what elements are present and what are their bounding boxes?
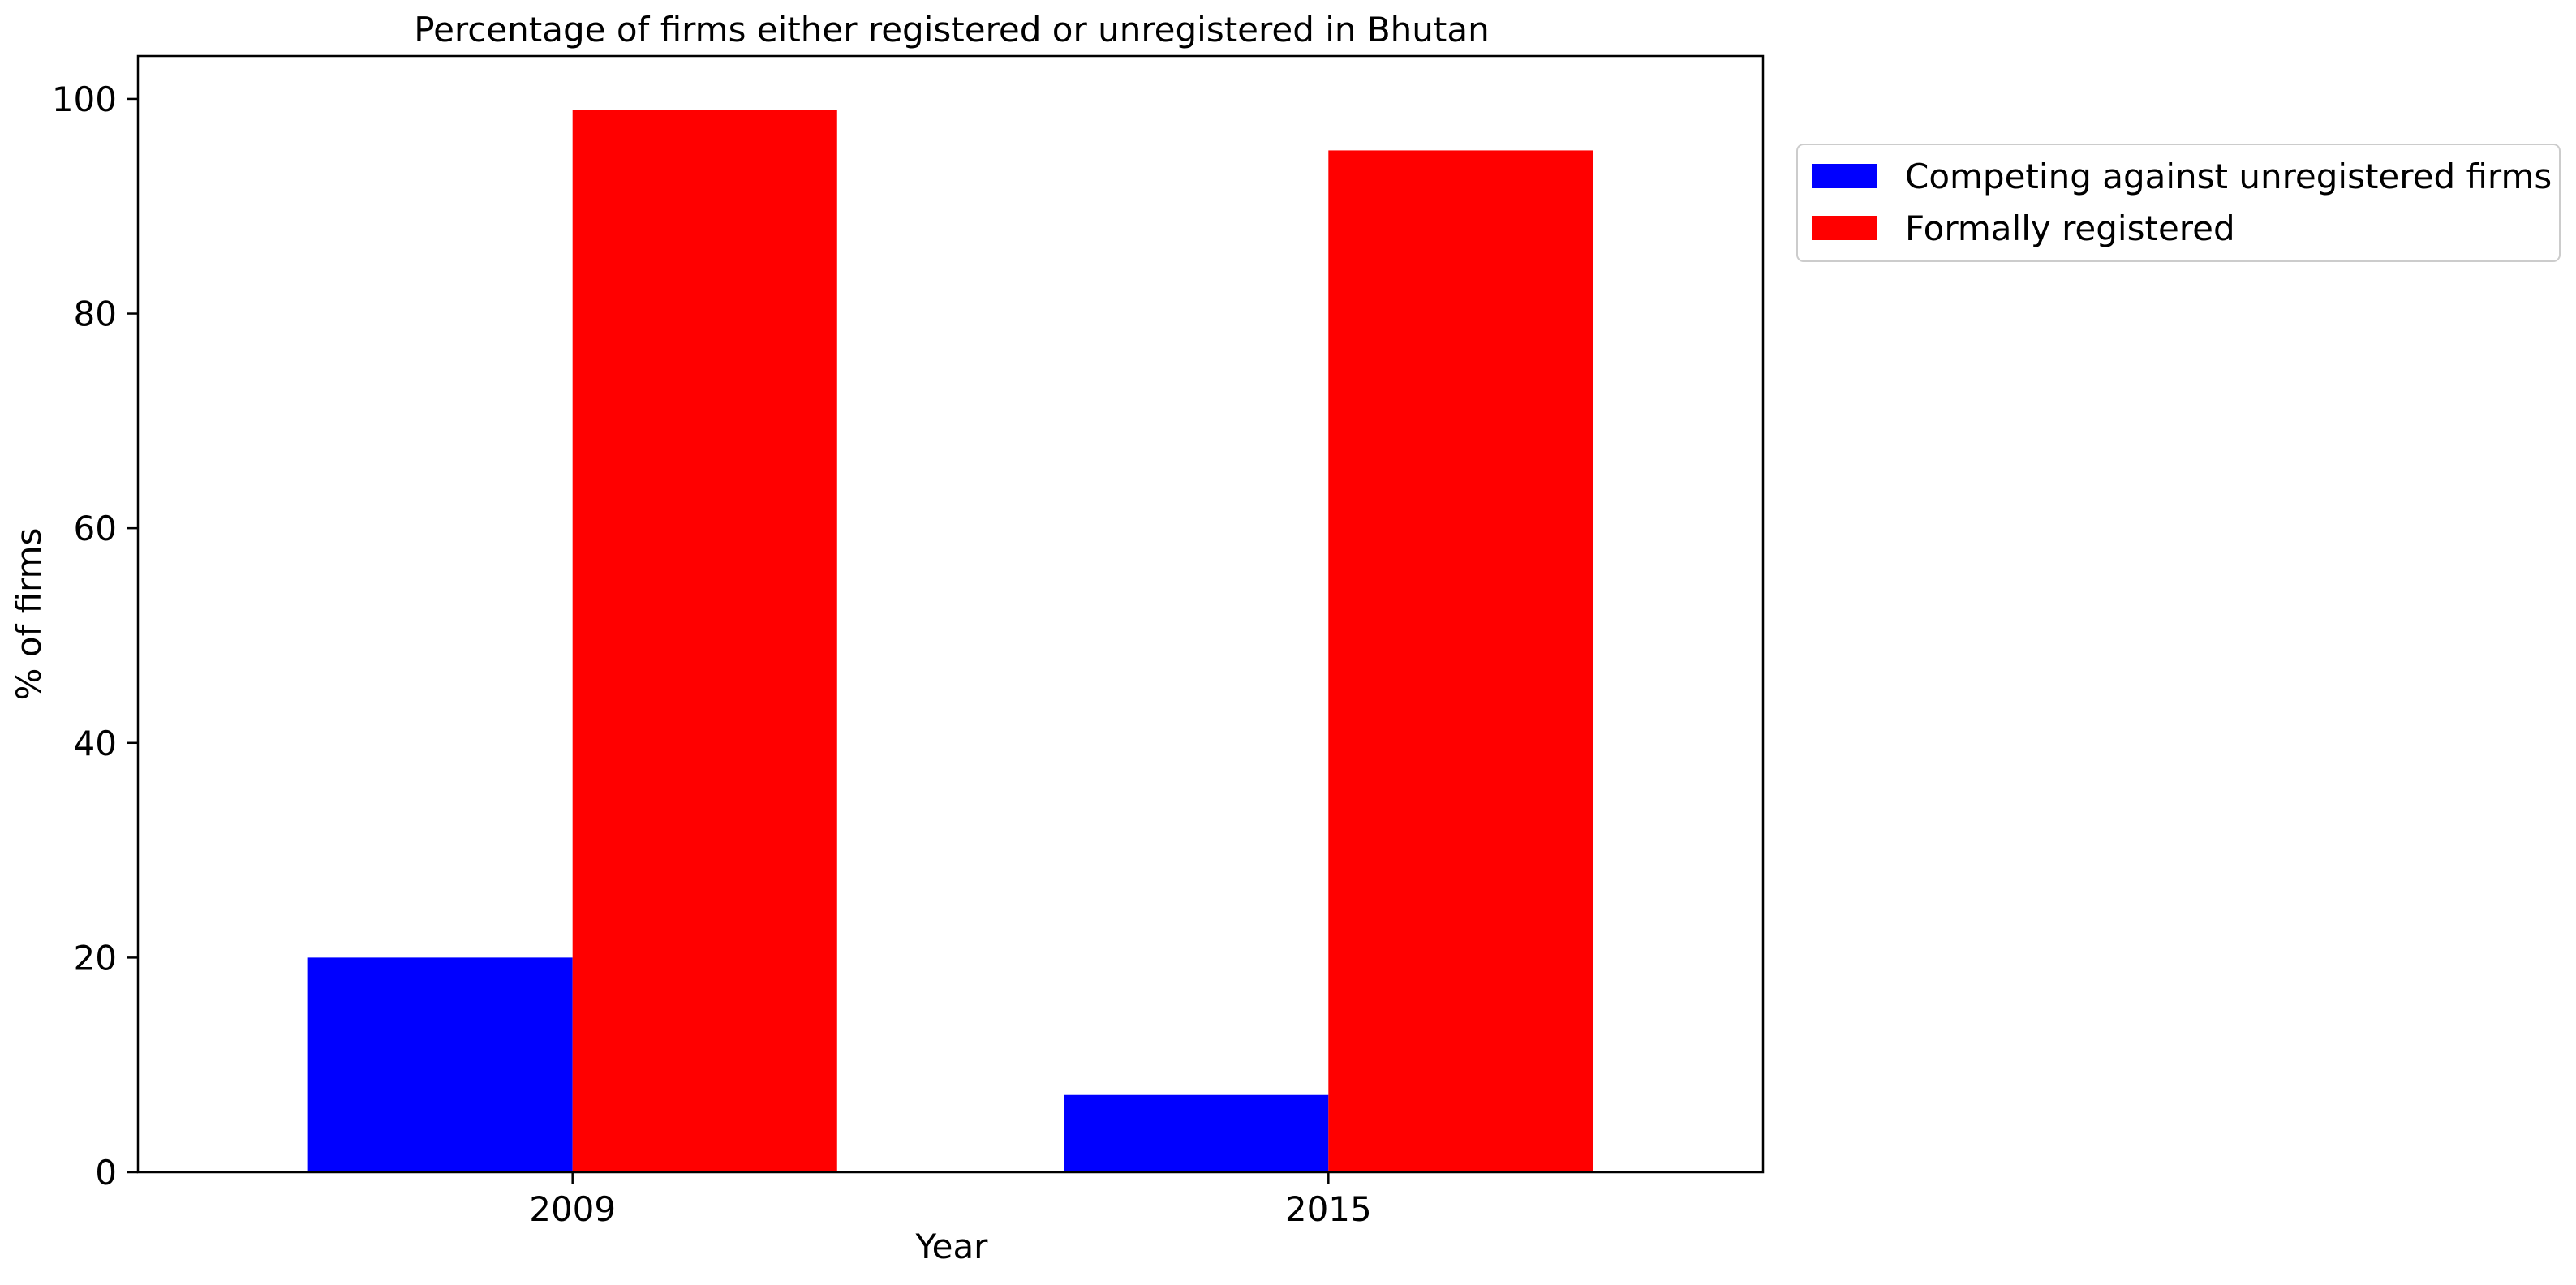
x-tick-label-2009: 2009 (529, 1189, 616, 1229)
bar-competing-2015 (1064, 1094, 1329, 1172)
x-axis-ticks: 2009 2015 (529, 1172, 1372, 1229)
y-axis-label: % of firms (9, 528, 49, 701)
bar-registered-2009 (572, 110, 837, 1172)
legend-label-competing: Competing against unregistered firms (1905, 157, 2552, 196)
legend-label-registered: Formally registered (1905, 208, 2235, 248)
legend-frame (1796, 144, 2561, 262)
y-tick-label-80: 80 (74, 294, 117, 334)
x-tick-label-2015: 2015 (1285, 1189, 1372, 1229)
y-axis-ticks: 0 20 40 60 80 100 (52, 80, 138, 1193)
bar-competing-2009 (307, 957, 573, 1172)
y-tick-label-100: 100 (52, 80, 117, 119)
legend-swatch-competing (1812, 164, 1877, 188)
x-axis-label: Year (915, 1227, 989, 1266)
y-tick-label-60: 60 (74, 509, 117, 548)
legend: Competing against unregistered firms For… (1796, 144, 2561, 262)
y-tick-label-0: 0 (95, 1153, 117, 1193)
bar-registered-2015 (1328, 150, 1593, 1173)
plot-area-frame (136, 54, 1765, 1174)
legend-swatch-registered (1812, 216, 1877, 240)
y-tick-label-40: 40 (74, 724, 117, 763)
y-tick-label-20: 20 (74, 938, 117, 978)
bars-group (307, 110, 1593, 1173)
chart-title: Percentage of firms either registered or… (414, 10, 1490, 49)
